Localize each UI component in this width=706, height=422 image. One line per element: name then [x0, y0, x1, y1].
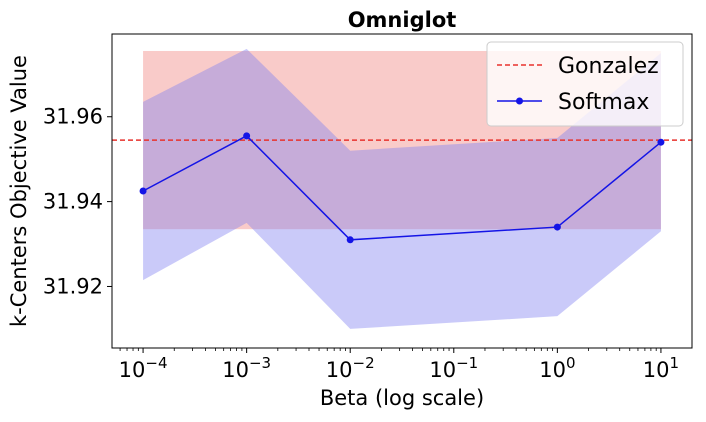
x-tick-label: 10−2: [326, 354, 375, 382]
series-lines: [139, 132, 665, 244]
softmax-point: [139, 187, 147, 195]
chart-title: Omniglot: [348, 8, 457, 32]
x-tick-label: 101: [643, 354, 679, 382]
x-axis-label: Beta (log scale): [320, 386, 484, 410]
legend-softmax-marker: [516, 97, 523, 105]
x-axis: 10−4 10−3 10−2 10−1 100 101: [119, 348, 679, 382]
softmax-point: [553, 223, 561, 231]
softmax-point: [657, 138, 665, 146]
x-tick-label: 100: [539, 354, 575, 382]
legend-softmax-label: Softmax: [558, 90, 649, 115]
plot-frame: [111, 33, 693, 349]
legend: Gonzalez Softmax: [486, 41, 684, 127]
y-axis: 31.92 31.94 31.96: [43, 105, 112, 298]
x-tick-label: 10−3: [222, 354, 271, 382]
y-tick-label: 31.92: [43, 274, 103, 298]
legend-box: [486, 41, 684, 127]
softmax-point: [346, 236, 354, 244]
x-tick-label: 10−4: [119, 354, 168, 382]
softmax-band: [143, 48, 661, 329]
y-tick-label: 31.94: [43, 190, 103, 214]
x-tick-label: 10−1: [429, 354, 478, 382]
legend-gonzalez-label: Gonzalez: [558, 54, 659, 79]
y-axis-label: k-Centers Objective Value: [7, 55, 31, 327]
softmax-point: [243, 132, 251, 140]
y-tick-label: 31.96: [43, 105, 103, 129]
